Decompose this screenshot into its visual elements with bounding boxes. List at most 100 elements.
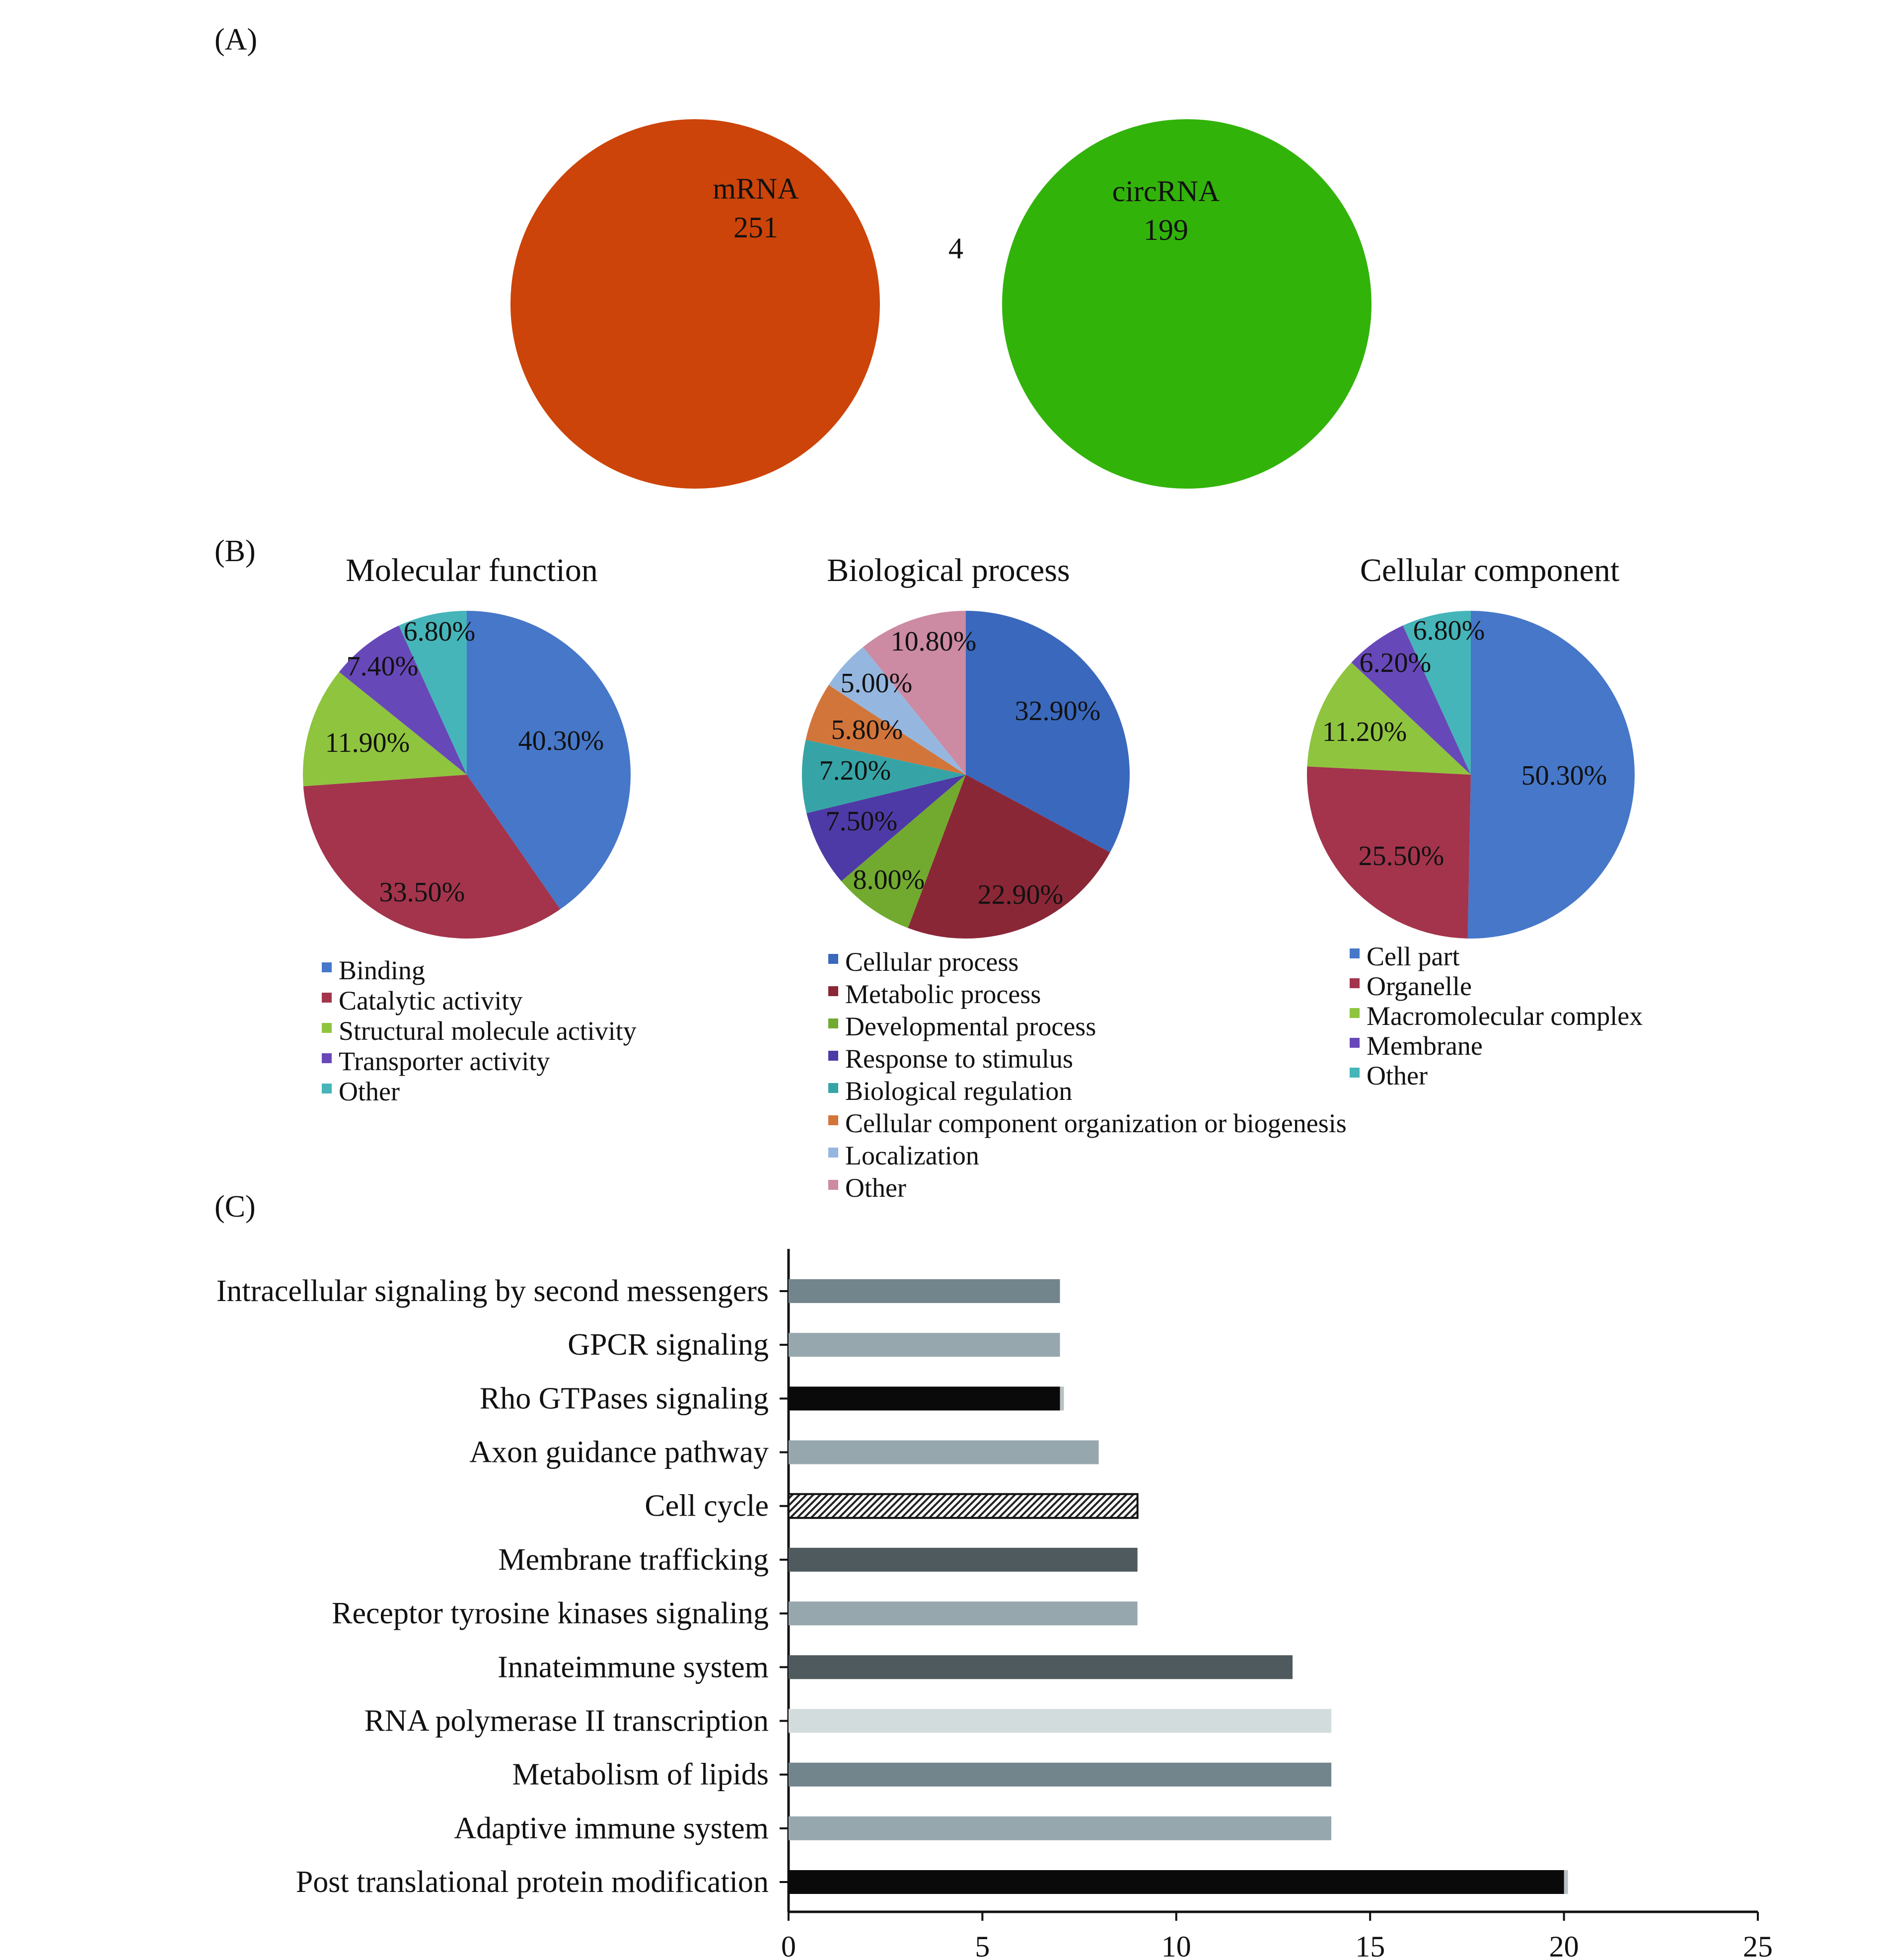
pie-slice-label: 5.00% — [841, 668, 913, 699]
bar — [789, 1279, 1060, 1303]
legend-entry: Structural molecule activity — [339, 1016, 637, 1046]
pie-slice-label: 25.50% — [1359, 841, 1444, 871]
bar — [789, 1386, 1060, 1411]
legend-entry: Localization — [845, 1141, 979, 1170]
legend-swatch — [828, 1051, 838, 1061]
pie-slice — [863, 611, 966, 775]
pie-slice — [841, 775, 966, 928]
bar-category-label: Intracellular signaling by second messen… — [217, 1274, 769, 1308]
panel-label-b: (B) — [215, 534, 256, 568]
pie-slice-label: 50.30% — [1521, 760, 1607, 791]
venn-diagram: mRNA 251 circRNA 199 4 — [510, 119, 1372, 489]
pie-title: Molecular function — [346, 552, 598, 588]
pie-slice-label: 11.90% — [325, 727, 410, 758]
legend-swatch — [322, 1084, 332, 1093]
bar — [789, 1816, 1332, 1840]
legend-entry: Cellular component organization or bioge… — [845, 1108, 1347, 1138]
pie-slice-label: 32.90% — [1015, 696, 1101, 726]
pie-slice — [801, 739, 966, 813]
bar-category-label: Metabolism of lipids — [512, 1758, 769, 1792]
pie-slice — [805, 685, 966, 775]
bar — [789, 1709, 1332, 1733]
pie-slice-label: 40.30% — [518, 726, 604, 756]
bar — [789, 1440, 1099, 1464]
pie-slice — [1307, 766, 1471, 939]
legend-swatch — [1350, 1068, 1360, 1078]
x-tick-label: 0 — [781, 1930, 796, 1960]
pie-slice — [303, 672, 467, 787]
x-tick-label: 20 — [1549, 1930, 1579, 1960]
pie-slice-label: 11.20% — [1322, 717, 1407, 747]
legend-swatch — [322, 1023, 332, 1033]
pie-chart-1: Molecular function 40.30% 33.50% 11.90% 7.40… — [303, 552, 637, 1106]
pie-slice-label: 6.80% — [404, 616, 476, 647]
pie-slice-label: 22.90% — [978, 879, 1064, 910]
bar-category-label: GPCR signaling — [568, 1328, 769, 1362]
pie-slice — [966, 611, 1130, 853]
bar — [789, 1762, 1332, 1787]
pie-slice-label: 5.80% — [831, 715, 903, 745]
pie-slice — [339, 625, 467, 775]
pie-title: Biological process — [827, 552, 1070, 588]
legend-entry: Other — [845, 1173, 906, 1203]
bar — [789, 1870, 1564, 1894]
pie-slice — [467, 611, 631, 910]
bar-category-label: Axon guidance pathway — [469, 1436, 769, 1469]
legend-swatch — [1350, 978, 1360, 988]
x-tick-label: 25 — [1743, 1930, 1773, 1960]
bar-category-label: Post translational protein modification — [296, 1865, 769, 1899]
bar-chart: 0 5 10 15 20 25 Intracellular signaling by sec… — [217, 1249, 1773, 1960]
pie-slice — [806, 775, 966, 881]
pie-title: Cellular component — [1360, 552, 1619, 588]
panel-label-c: (C) — [215, 1190, 256, 1224]
venn-circle-mrna — [510, 119, 880, 489]
pie-slice-label: 8.00% — [853, 865, 925, 895]
legend-entry: Metabolic process — [845, 979, 1041, 1009]
legend-entry: Biological regulation — [845, 1076, 1072, 1106]
legend-entry: Binding — [339, 955, 425, 985]
venn-intersection-count: 4 — [948, 232, 963, 265]
bar-category-label: RNA polymerase II transcription — [364, 1704, 769, 1738]
legend-swatch — [828, 1180, 838, 1190]
x-tick-label: 15 — [1355, 1930, 1385, 1960]
bar — [789, 1547, 1138, 1572]
legend-swatch — [1350, 948, 1360, 958]
venn-set-count-circrna: 199 — [1144, 214, 1188, 246]
pie-chart-2: Biological process 32.90% 22.90% 8.00% 7.50%… — [801, 552, 1347, 1203]
bar — [788, 1493, 1139, 1519]
legend-swatch — [322, 1053, 332, 1063]
legend-swatch — [322, 962, 332, 972]
legend-swatch — [1350, 1038, 1360, 1048]
pie-charts: Molecular function 40.30% 33.50% 11.90% 7.40… — [303, 552, 1643, 1203]
legend-entry: Macromolecular complex — [1367, 1001, 1643, 1031]
pie-slice-label: 6.80% — [1413, 615, 1485, 646]
legend-swatch — [828, 1083, 838, 1093]
venn-set-count-mrna: 251 — [733, 211, 778, 244]
legend-swatch — [828, 954, 838, 964]
bar-category-label: Cell cycle — [645, 1489, 769, 1523]
x-tick-label: 5 — [975, 1930, 990, 1960]
legend-entry: Organelle — [1367, 971, 1472, 1001]
bar-category-label: Innateimmune system — [498, 1650, 769, 1684]
bar-category-label: Receptor tyrosine kinases signaling — [332, 1597, 769, 1630]
pie-slice-label: 7.40% — [347, 651, 419, 682]
pie-slice — [828, 647, 966, 775]
bar-category-label: Membrane trafficking — [498, 1543, 769, 1577]
legend-swatch — [828, 1018, 838, 1028]
venn-circle-circrna — [1002, 119, 1372, 489]
pie-slice — [303, 775, 561, 939]
legend-swatch — [322, 993, 332, 1003]
x-tick-label: 10 — [1161, 1930, 1191, 1960]
legend-entry: Response to stimulus — [845, 1044, 1073, 1074]
panel-label-a: (A) — [215, 23, 257, 57]
pie-slice — [1403, 611, 1471, 775]
legend-swatch — [828, 1115, 838, 1125]
bar — [789, 1655, 1293, 1679]
legend-entry: Other — [1367, 1061, 1428, 1090]
pie-slice-label: 6.20% — [1360, 648, 1432, 678]
venn-set-name-mrna: mRNA — [713, 172, 798, 205]
legend-swatch — [1350, 1008, 1360, 1018]
pie-slice-label: 10.80% — [891, 626, 977, 657]
legend-swatch — [828, 986, 838, 996]
